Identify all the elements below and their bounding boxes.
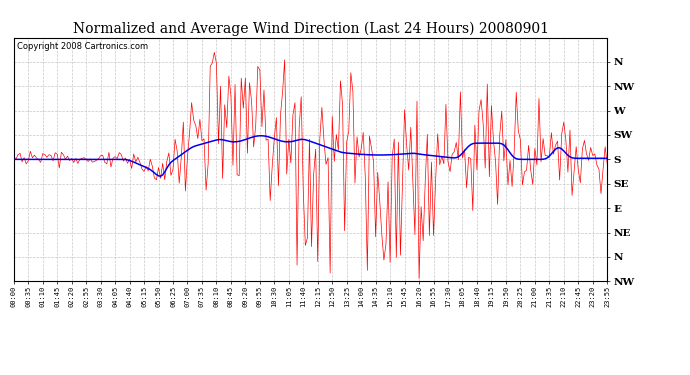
Title: Normalized and Average Wind Direction (Last 24 Hours) 20080901: Normalized and Average Wind Direction (L… xyxy=(72,22,549,36)
Text: Copyright 2008 Cartronics.com: Copyright 2008 Cartronics.com xyxy=(17,42,148,51)
